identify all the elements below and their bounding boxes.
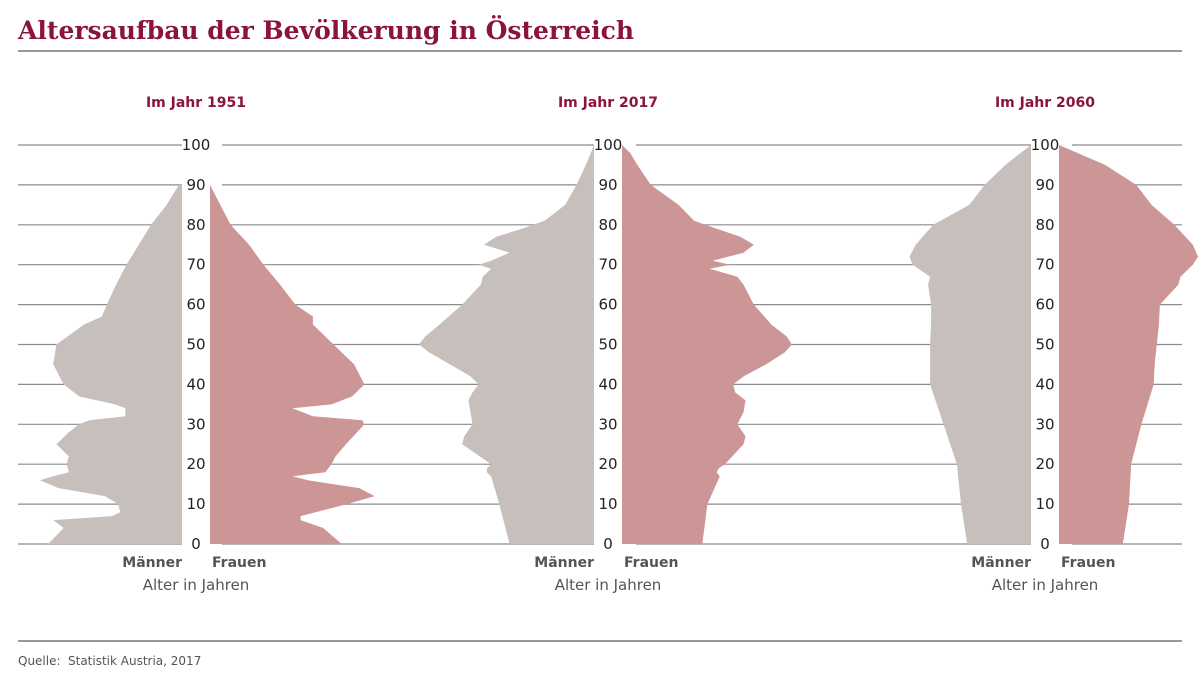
maenner-label-1: Männer	[534, 555, 594, 571]
maenner-label-0: Männer	[122, 555, 182, 571]
y-tick-label-1-30: 30	[598, 415, 617, 433]
y-tick-label-2-100: 100	[1031, 136, 1060, 154]
y-tick-label-0-80: 80	[186, 216, 205, 234]
pyramid-panel-1: Im Jahr 2017 0 10 20 30 40 50 60 70 80 90 100 Männer…	[419, 95, 792, 594]
y-tick-label-2-60: 60	[1035, 296, 1054, 314]
y-tick-label-2-20: 20	[1035, 455, 1054, 473]
y-tick-label-2-0: 0	[1040, 535, 1050, 553]
frauen-area-0	[210, 184, 375, 544]
chart-title: Altersaufbau der Bevölkerung in Österrei…	[17, 16, 634, 45]
source-text: Statistik Austria, 2017	[68, 654, 201, 668]
y-tick-label-2-50: 50	[1035, 336, 1054, 354]
pyramid-title-2: Im Jahr 2060	[995, 95, 1095, 111]
y-tick-label-1-100: 100	[594, 136, 623, 154]
y-tick-label-0-10: 10	[186, 495, 205, 513]
y-tick-label-0-0: 0	[191, 535, 201, 553]
y-tick-label-0-70: 70	[186, 256, 205, 274]
age-axis-label-0: Alter in Jahren	[143, 576, 250, 594]
y-tick-label-1-20: 20	[598, 455, 617, 473]
y-tick-label-0-20: 20	[186, 455, 205, 473]
y-tick-label-2-70: 70	[1035, 256, 1054, 274]
frauen-label-1: Frauen	[624, 555, 678, 571]
frauen-label-0: Frauen	[212, 555, 266, 571]
y-tick-label-1-40: 40	[598, 375, 617, 393]
y-tick-label-1-90: 90	[598, 176, 617, 194]
frauen-label-2: Frauen	[1061, 555, 1115, 571]
pyramid-panel-2: Im Jahr 2060 0 10 20 30 40 50 60 70 80 90 100 Männer…	[909, 95, 1198, 594]
y-tick-label-0-50: 50	[186, 336, 205, 354]
y-tick-label-1-50: 50	[598, 336, 617, 354]
y-tick-label-0-30: 30	[186, 415, 205, 433]
maenner-area-0	[39, 184, 183, 544]
pyramid-panels: Im Jahr 19510102030405060708090100Männer…	[39, 95, 1198, 594]
pyramid-title-1: Im Jahr 2017	[558, 95, 658, 111]
y-tick-label-2-10: 10	[1035, 495, 1054, 513]
maenner-label-2: Männer	[971, 555, 1031, 571]
y-tick-label-0-90: 90	[186, 176, 205, 194]
y-tick-label-0-60: 60	[186, 296, 205, 314]
y-tick-label-1-80: 80	[598, 216, 617, 234]
y-tick-label-0-40: 40	[186, 375, 205, 393]
y-tick-label-0-100: 100	[182, 136, 211, 154]
y-tick-label-1-0: 0	[603, 535, 613, 553]
y-tick-label-2-90: 90	[1035, 176, 1054, 194]
pyramid-title-0: Im Jahr 1951	[146, 95, 246, 111]
y-tick-label-1-70: 70	[598, 256, 617, 274]
maenner-area-2	[909, 145, 1031, 544]
y-tick-label-2-40: 40	[1035, 375, 1054, 393]
y-tick-label-1-60: 60	[598, 296, 617, 314]
y-tick-label-2-80: 80	[1035, 216, 1054, 234]
pyramid-panel-0: Im Jahr 1951 0 10 20 30 40 50 60 70 80 90 100 Männer…	[39, 95, 375, 594]
source-label: Quelle:	[18, 654, 61, 668]
frauen-area-2	[1059, 145, 1198, 544]
y-tick-label-2-30: 30	[1035, 415, 1054, 433]
age-axis-label-1: Alter in Jahren	[555, 576, 662, 594]
y-tick-label-1-10: 10	[598, 495, 617, 513]
age-axis-label-2: Alter in Jahren	[992, 576, 1099, 594]
frauen-area-1	[622, 145, 792, 544]
maenner-area-1	[419, 145, 594, 544]
